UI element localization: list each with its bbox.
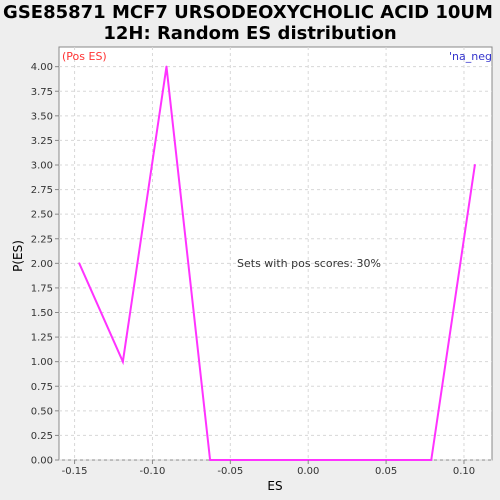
- y-tick-label: 2.00: [31, 259, 53, 270]
- y-tick-label: 2.50: [31, 210, 53, 221]
- y-tick-label: 3.75: [31, 87, 53, 98]
- y-tick-label: 3.50: [31, 111, 53, 122]
- na-neg-label: 'na_neg: [449, 50, 492, 63]
- y-tick-label: 2.25: [31, 234, 53, 245]
- axis-layer: -0.15 -0.10 -0.05 0.00 0.05 0.10 0.00 0.25 0.50 0…: [31, 62, 475, 477]
- y-tick-label: 1.00: [31, 357, 53, 368]
- data-point: [121, 360, 124, 363]
- y-tick-label: 1.50: [31, 308, 53, 319]
- x-axis-label: ES: [267, 479, 282, 493]
- data-point: [430, 459, 433, 461]
- y-tick-label: 1.25: [31, 333, 53, 344]
- plot-area: [58, 46, 493, 461]
- pos-es-label: (Pos ES): [62, 50, 107, 63]
- y-tick-label: 4.00: [31, 62, 53, 73]
- grid-layer: [59, 47, 492, 461]
- x-tick-label: 0.00: [297, 466, 319, 477]
- chart-title-line2: 12H: Random ES distribution: [103, 23, 396, 44]
- y-tick-label: 3.00: [31, 161, 53, 172]
- x-tick-label: 0.10: [453, 466, 475, 477]
- pos-scores-annotation: Sets with pos scores: 30%: [237, 257, 381, 270]
- data-point: [165, 65, 168, 68]
- data-point: [209, 459, 212, 461]
- data-point: [473, 164, 476, 166]
- y-tick-label: 3.25: [31, 136, 53, 147]
- data-point: [78, 262, 81, 265]
- y-tick-label: 0.00: [31, 456, 53, 467]
- y-tick-label: 0.50: [31, 406, 53, 417]
- x-tick-label: 0.05: [375, 466, 397, 477]
- y-tick-label: 1.75: [31, 283, 53, 294]
- series-layer: [78, 65, 476, 461]
- y-tick-label: 0.25: [31, 431, 53, 442]
- chart-title-line1: GSE85871 MCF7 URSODEOXYCHOLIC ACID 10UM: [3, 2, 493, 23]
- x-tick-label: -0.05: [217, 466, 243, 477]
- x-tick-label: -0.15: [62, 466, 88, 477]
- y-tick-label: 0.75: [31, 382, 53, 393]
- y-tick-label: 2.75: [31, 185, 53, 196]
- y-axis-label: P(ES): [11, 240, 25, 272]
- es-distribution-line: [78, 66, 476, 461]
- x-tick-label: -0.10: [140, 466, 166, 477]
